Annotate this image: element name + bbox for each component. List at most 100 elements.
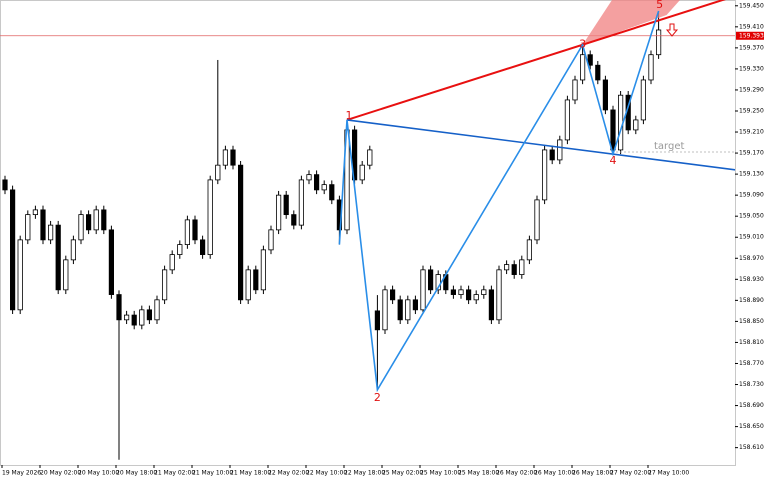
candle-body <box>253 269 259 291</box>
pattern-point-label: 2 <box>374 391 381 404</box>
candle-body <box>93 209 99 231</box>
y-tick-label: 159.250 <box>739 107 764 114</box>
candle-body <box>192 219 198 241</box>
y-tick-label: 159.450 <box>739 2 764 9</box>
candle-body <box>329 184 335 201</box>
x-tick-label: 25 May 02:00 <box>382 470 423 477</box>
candle-body <box>618 94 624 151</box>
y-tick-label: 158.610 <box>739 444 764 451</box>
candle-body <box>633 119 639 131</box>
pattern-zigzag <box>338 10 660 393</box>
pattern-zone <box>582 0 680 45</box>
candle-body <box>656 29 662 56</box>
candle-body <box>101 209 107 231</box>
target-label: target <box>654 141 684 152</box>
candle-body <box>564 99 571 141</box>
candle-body <box>306 174 312 181</box>
candle-body <box>131 314 137 326</box>
candle-body <box>321 184 327 191</box>
candle-body <box>17 239 23 311</box>
candle-body <box>78 214 84 241</box>
x-tick-label: 26 May 02:00 <box>496 470 537 477</box>
candle-body <box>313 174 320 191</box>
y-tick-label: 159.370 <box>739 44 764 51</box>
candle-body <box>405 299 411 321</box>
candle-body <box>519 259 525 275</box>
y-tick-label: 158.770 <box>739 360 764 367</box>
plot-frame <box>0 0 736 466</box>
candle-body <box>511 264 517 275</box>
candle-body <box>298 179 305 226</box>
y-tick-label: 158.690 <box>739 402 764 409</box>
candle-body <box>534 199 540 241</box>
plot-area: 1 2 3 4 5 target <box>0 0 735 460</box>
candle-body <box>124 314 130 321</box>
y-tick-label: 159.290 <box>739 86 764 93</box>
candle-body <box>268 229 274 251</box>
x-tick-label: 20 May 02:00 <box>40 470 81 477</box>
pattern-point-label: 3 <box>579 38 586 51</box>
y-tick-label: 158.650 <box>739 423 764 430</box>
candle-body <box>237 164 244 301</box>
y-tick-label: 158.850 <box>739 318 764 325</box>
candle-body <box>549 149 555 161</box>
candle-body <box>40 209 46 241</box>
candle-body <box>412 299 419 311</box>
x-tick-label: 21 May 18:00 <box>230 470 271 477</box>
candle-body <box>184 219 190 245</box>
y-tick-label: 159.170 <box>739 150 764 157</box>
candle-body <box>161 269 168 301</box>
x-tick-label: 21 May 10:00 <box>192 470 233 477</box>
trend-line-upper <box>346 0 726 121</box>
candle-body <box>63 259 69 291</box>
trend-line-lower <box>346 119 735 171</box>
candle-body <box>108 229 114 295</box>
x-tick-label: 22 May 02:00 <box>268 470 309 477</box>
current-price-label: 159.393 <box>739 32 764 39</box>
x-tick-label: 26 May 18:00 <box>572 470 613 477</box>
candle-body <box>450 289 457 295</box>
current-price-box <box>736 31 764 40</box>
pattern-point-label: 4 <box>610 154 617 167</box>
candle-body <box>230 149 236 166</box>
candle-body <box>473 294 479 301</box>
candle-body <box>169 254 175 271</box>
candle-body <box>199 239 206 255</box>
candle-body <box>648 54 654 81</box>
pattern-point-label: 5 <box>656 0 663 11</box>
candle-body <box>580 54 586 81</box>
y-tick-label: 158.810 <box>739 339 764 346</box>
candle-body <box>215 164 221 181</box>
x-tick-label: 27 May 02:00 <box>610 470 651 477</box>
candle-body <box>610 109 616 151</box>
candle-body <box>435 274 441 291</box>
x-tick-label: 25 May 18:00 <box>458 470 499 477</box>
candle-body <box>32 209 39 216</box>
candle-body <box>503 264 510 271</box>
candle-body <box>359 164 365 181</box>
candle-body <box>488 289 495 321</box>
candle-body <box>222 149 228 166</box>
candle-body <box>25 214 31 241</box>
candle-body <box>481 289 487 295</box>
x-tick-label: 20 May 10:00 <box>78 470 119 477</box>
y-tick-label: 158.730 <box>739 381 764 388</box>
candle-body <box>397 299 403 321</box>
candle-body <box>154 299 160 321</box>
candle-body <box>374 310 381 331</box>
candle-body <box>260 249 267 291</box>
candle-body <box>526 239 533 261</box>
x-tick-label: 27 May 10:00 <box>648 470 689 477</box>
candle-body <box>640 79 647 121</box>
candle-body <box>389 289 396 301</box>
candle-body <box>367 149 373 166</box>
y-tick-label: 159.210 <box>739 129 764 136</box>
x-tick-label: 19 May 2026 <box>2 470 41 477</box>
candle-body <box>427 269 434 291</box>
candle-body <box>207 179 213 255</box>
candle-body <box>542 149 548 201</box>
candle-body <box>291 214 297 226</box>
candle-body <box>572 79 578 101</box>
signal-arrow <box>665 23 679 37</box>
